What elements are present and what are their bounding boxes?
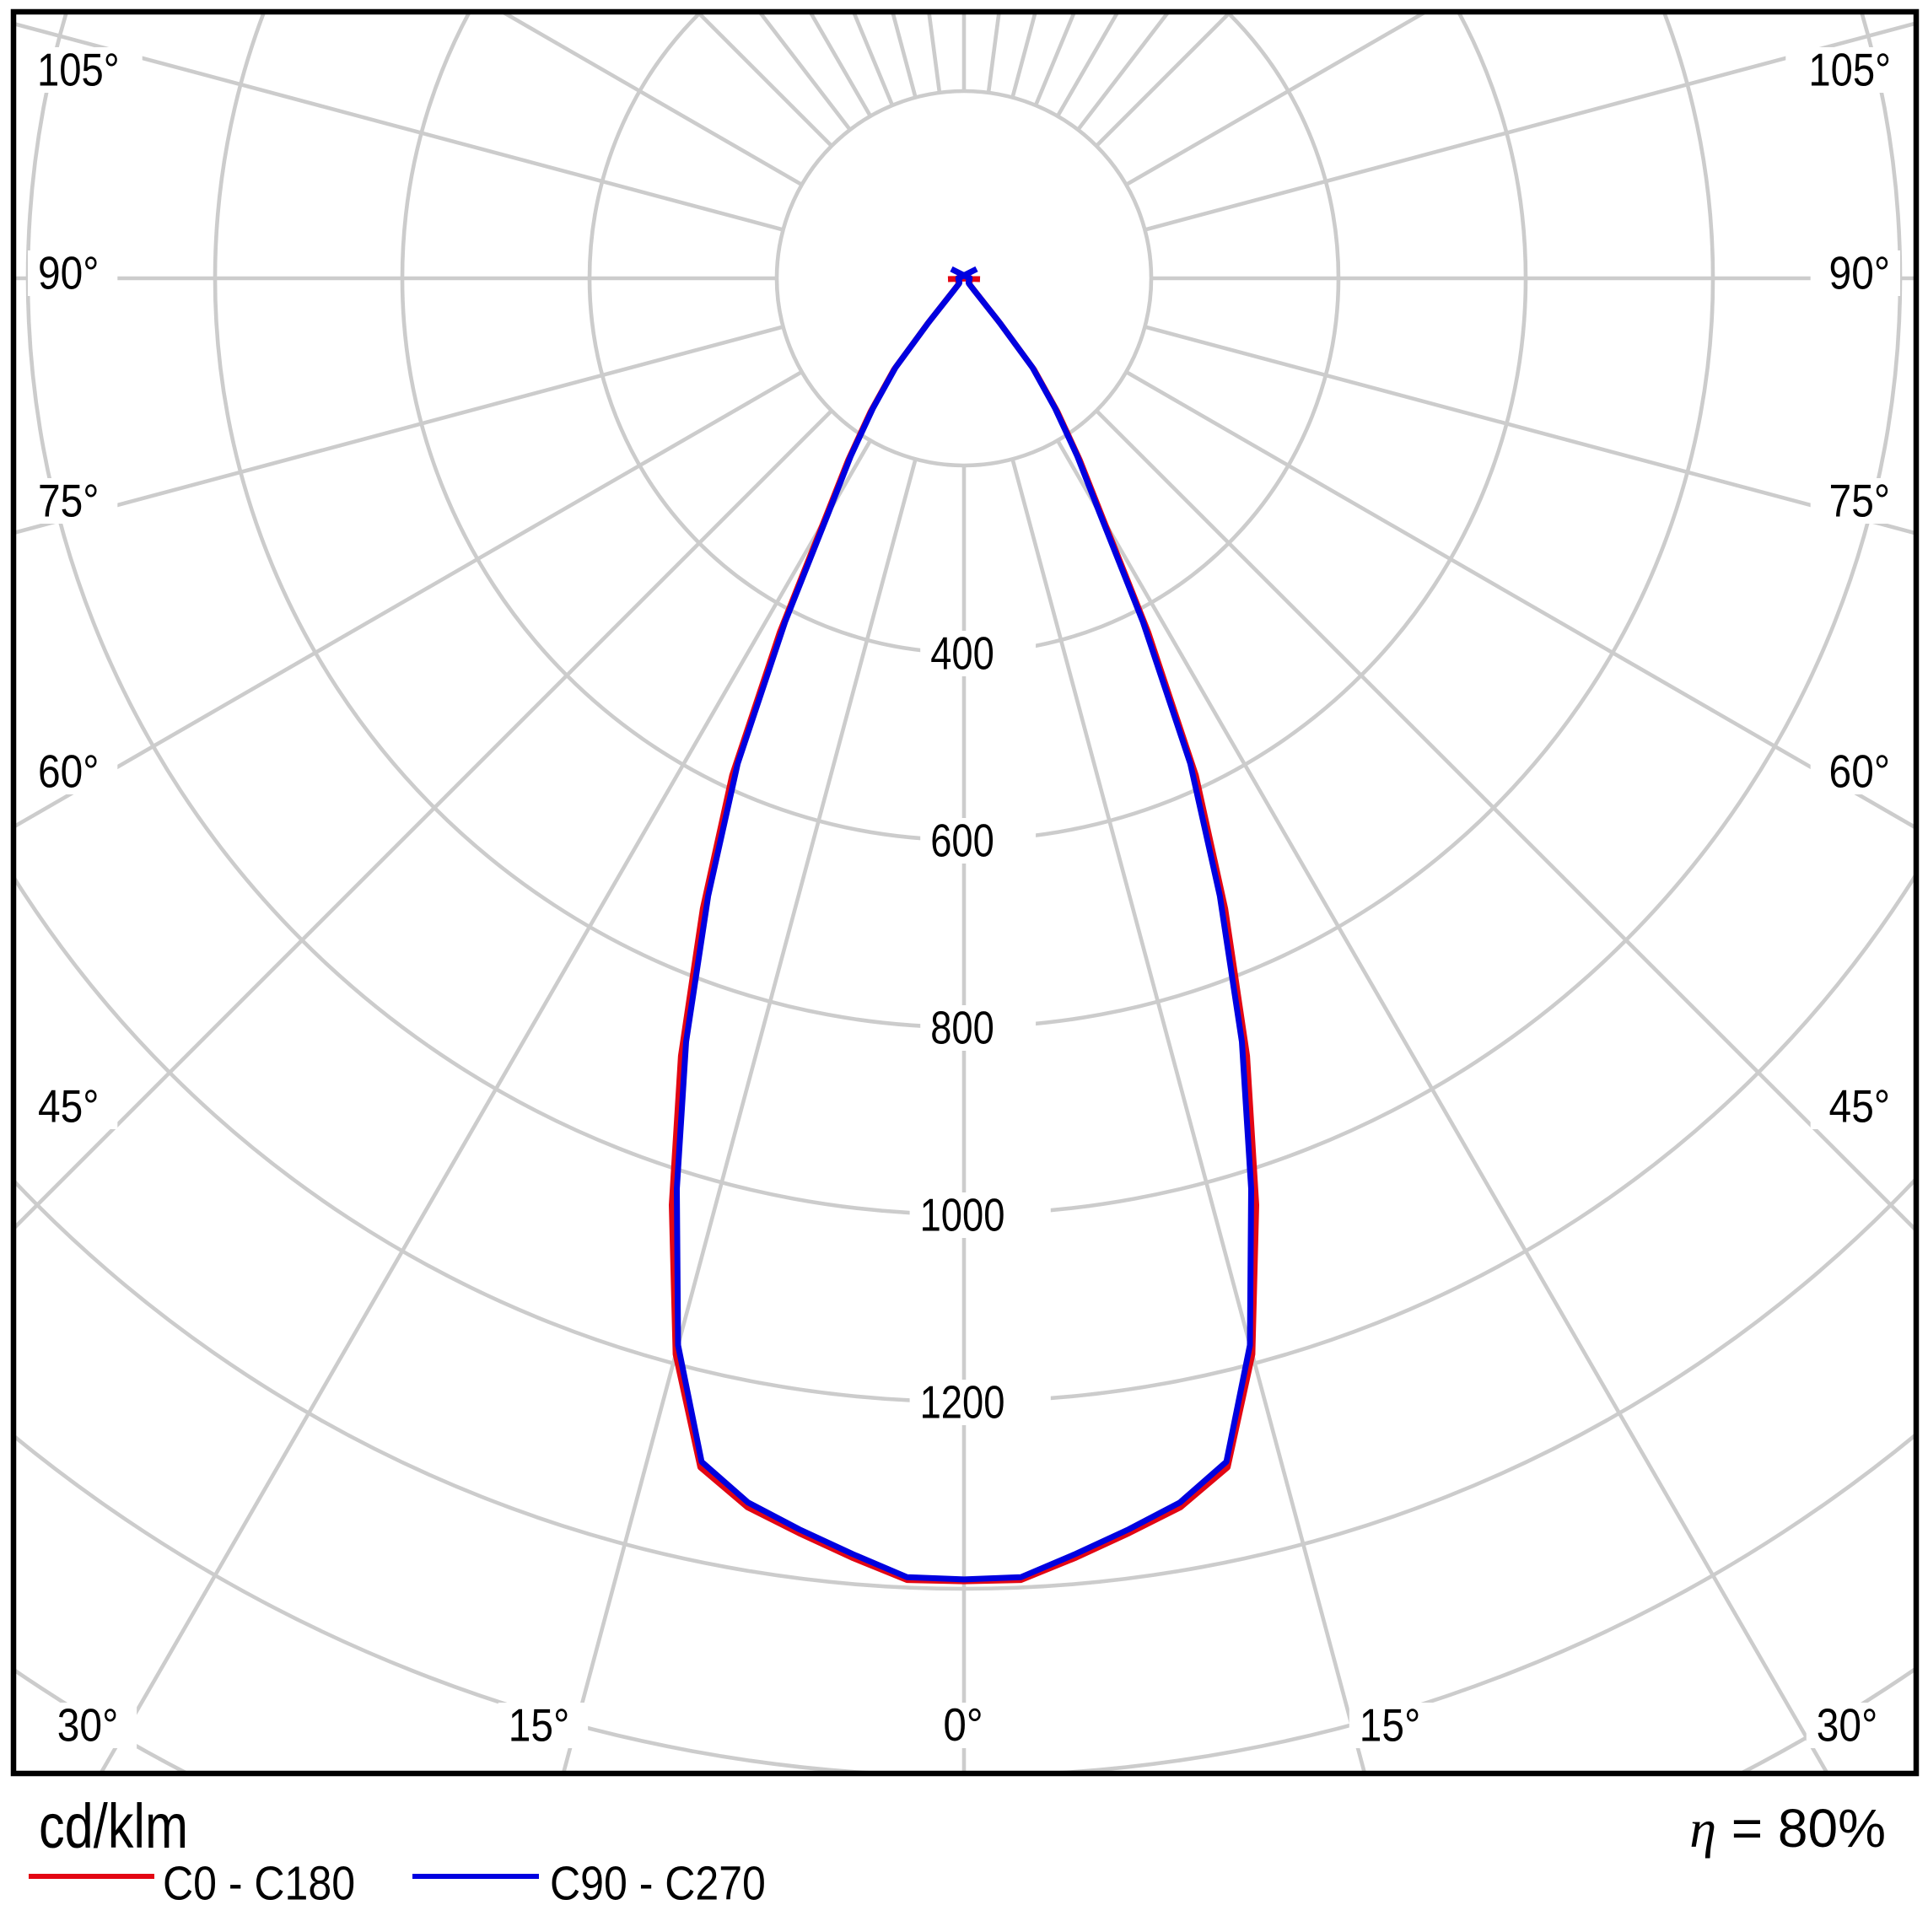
- svg-text:45°: 45°: [1829, 1081, 1890, 1133]
- svg-text:C0 - C180: C0 - C180: [163, 1856, 355, 1910]
- svg-text:600: 600: [930, 815, 994, 867]
- svg-text:30°: 30°: [1817, 1700, 1877, 1752]
- svg-text:15°: 15°: [1360, 1700, 1420, 1752]
- svg-text:15°: 15°: [509, 1700, 569, 1752]
- svg-text:75°: 75°: [38, 476, 99, 527]
- svg-text:800: 800: [930, 1003, 994, 1054]
- svg-text:60°: 60°: [38, 746, 99, 798]
- svg-text:90°: 90°: [1829, 248, 1890, 299]
- svg-text:C90 - C270: C90 - C270: [550, 1856, 766, 1910]
- svg-text:90°: 90°: [38, 248, 99, 299]
- svg-text:400: 400: [930, 628, 994, 680]
- svg-text:1200: 1200: [920, 1377, 1005, 1429]
- svg-text:30°: 30°: [57, 1700, 118, 1752]
- svg-text:105°: 105°: [1808, 45, 1891, 96]
- svg-text:105°: 105°: [37, 45, 120, 96]
- svg-text:60°: 60°: [1829, 746, 1890, 798]
- svg-text:0°: 0°: [943, 1700, 983, 1752]
- svg-text:cd/klm: cd/klm: [39, 1791, 188, 1861]
- svg-text:η = 80%: η = 80%: [1689, 1798, 1886, 1859]
- svg-text:75°: 75°: [1829, 476, 1890, 527]
- svg-text:1000: 1000: [920, 1190, 1005, 1241]
- svg-text:45°: 45°: [38, 1081, 99, 1133]
